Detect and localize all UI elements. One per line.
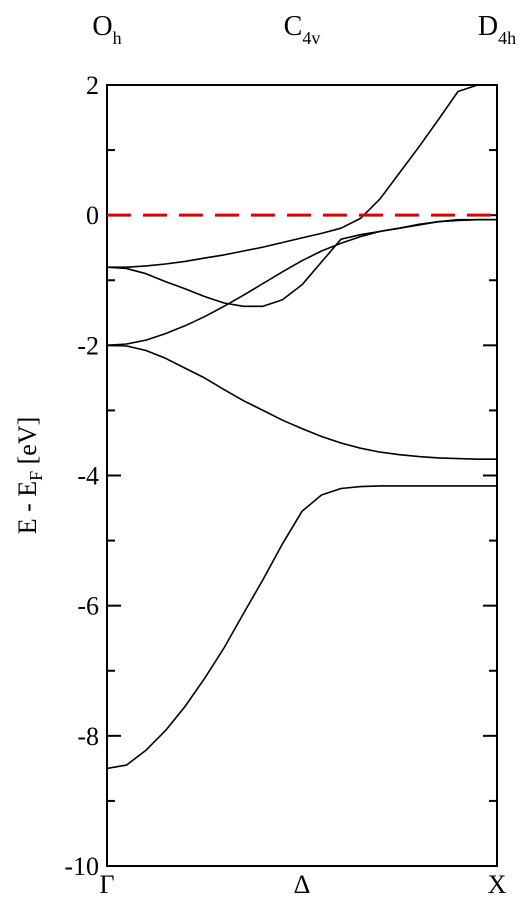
point-group-subscript: 4v: [302, 28, 320, 48]
y-tick-labels: -10 -8 -6 -4 -2 0 2: [64, 71, 99, 881]
point-group-subscript: h: [113, 28, 122, 48]
y-axis-label-unit: [eV]: [13, 417, 42, 471]
point-group-labels: Oh C4v D4h: [92, 11, 516, 48]
point-group-base: O: [92, 11, 112, 42]
x-tick-label: X: [488, 870, 507, 899]
y-tick-label: 2: [86, 71, 99, 100]
y-axis-label: E - EF [eV]: [13, 417, 46, 535]
band-line: [106, 344, 497, 461]
axis-ticks: [107, 84, 497, 867]
y-tick-label: -2: [77, 331, 99, 360]
y-axis-label-main: E - E: [13, 481, 42, 534]
y-axis-label-subscript: F: [26, 471, 46, 481]
point-group-subscript: 4h: [498, 28, 516, 48]
y-tick-label: -4: [77, 462, 99, 491]
y-tick-label: -8: [77, 722, 99, 751]
band-line: [107, 84, 497, 269]
point-group-base: D: [478, 11, 498, 42]
band-line: [106, 485, 497, 770]
point-group-base: C: [284, 11, 303, 42]
band-lines: [106, 84, 497, 770]
plot-area: -10 -8 -6 -4 -2 0 2 Γ Δ X: [64, 71, 506, 899]
point-group-label: D4h: [478, 11, 516, 48]
band-line: [106, 218, 497, 308]
y-tick-label: -10: [64, 852, 99, 881]
point-group-label: Oh: [92, 11, 121, 48]
y-tick-label: 0: [86, 201, 99, 230]
y-tick-label: -6: [77, 592, 99, 621]
x-tick-label: Γ: [99, 870, 114, 899]
point-group-label: C4v: [284, 11, 321, 48]
x-tick-label: Δ: [294, 870, 311, 899]
plot-frame: [106, 84, 498, 867]
